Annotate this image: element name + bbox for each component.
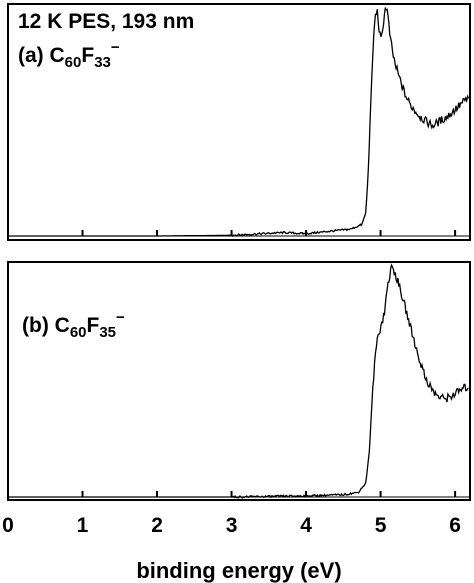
x-tick-label-0: 0 — [2, 514, 14, 537]
x-tick-label-5: 5 — [375, 514, 387, 537]
x-tick-label-3: 3 — [226, 514, 238, 537]
series-c60f35 — [8, 263, 469, 499]
panel-b-label: (b) C60F35− — [22, 309, 125, 341]
panel-b: (b) C60F35− — [7, 261, 471, 501]
panel-a-title: 12 K PES, 193 nm — [18, 10, 194, 33]
x-axis-title: binding energy (eV) — [136, 558, 341, 583]
x-tick-label-1: 1 — [77, 514, 89, 537]
x-tick-labels: 0 1 2 3 4 5 6 — [2, 514, 461, 537]
x-tick-label-6: 6 — [449, 514, 461, 537]
series-c60f33 — [8, 6, 470, 237]
x-tick-label-2: 2 — [151, 514, 163, 537]
panel-a: 12 K PES, 193 nm (a) C60F33− — [7, 3, 471, 241]
panel-a-frame — [7, 3, 471, 241]
panel-b-frame — [7, 261, 471, 501]
panel-b-ticks — [7, 491, 457, 497]
panel-a-label: (a) C60F33− — [18, 39, 120, 71]
x-tick-label-4: 4 — [300, 514, 312, 537]
